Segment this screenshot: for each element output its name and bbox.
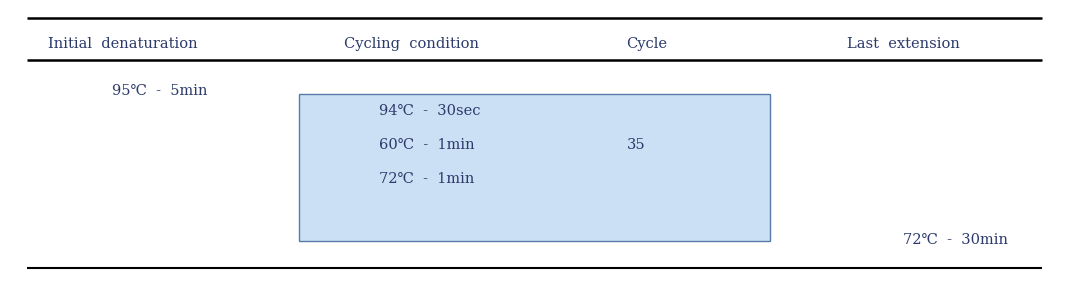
FancyBboxPatch shape <box>299 94 770 241</box>
Text: Cycling  condition: Cycling condition <box>344 37 479 51</box>
Text: 35: 35 <box>626 138 646 152</box>
Text: 72℃  -  1min: 72℃ - 1min <box>379 172 475 186</box>
Text: 60℃  -  1min: 60℃ - 1min <box>379 138 475 152</box>
Text: 94℃  -  30sec: 94℃ - 30sec <box>379 104 481 118</box>
Text: Last  extension: Last extension <box>847 37 960 51</box>
Text: 95℃  -  5min: 95℃ - 5min <box>112 84 207 98</box>
Text: 72℃  -  30min: 72℃ - 30min <box>903 233 1008 247</box>
Text: Initial  denaturation: Initial denaturation <box>48 37 198 51</box>
Text: Cycle: Cycle <box>626 37 667 51</box>
